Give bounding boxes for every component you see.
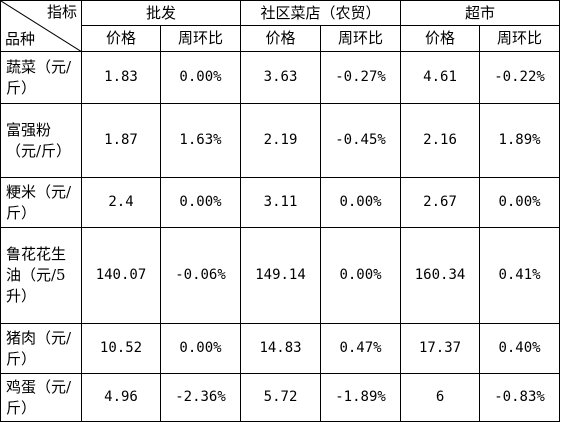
cell-value: 0.00%: [320, 227, 402, 324]
table-row: 富强粉（元/斤） 1.87 1.63% 2.19 -0.45% 2.16 1.8…: [0, 103, 561, 178]
group-header-wholesale: 批发: [80, 0, 242, 26]
cell-value: -2.36%: [159, 373, 242, 422]
row-label: 猪肉（元/斤）: [0, 323, 82, 374]
cell-value: -1.89%: [320, 373, 402, 422]
group-header-community: 社区菜店（农贸）: [240, 0, 402, 26]
row-label: 粳米（元/斤）: [0, 177, 82, 228]
cell-value: 4.61: [400, 51, 481, 104]
cell-value: -0.22%: [479, 51, 561, 104]
cell-value: 1.63%: [159, 103, 242, 178]
cell-value: 4.96: [81, 373, 161, 422]
cell-value: 0.41%: [479, 227, 561, 324]
cell-value: 2.67: [400, 177, 481, 228]
cell-value: 5.72: [240, 373, 322, 422]
cell-value: -0.45%: [320, 103, 402, 178]
subheader-wow: 周环比: [479, 25, 561, 52]
cell-value: 1.83: [81, 51, 161, 104]
group-header-supermarket: 超市: [400, 0, 561, 26]
subheader-wow: 周环比: [159, 25, 242, 52]
cell-value: 2.19: [240, 103, 322, 178]
table-row: 猪肉（元/斤） 10.52 0.00% 14.83 0.47% 17.37 0.…: [0, 323, 561, 374]
row-label: 鲁花花生油（元/5升）: [0, 227, 82, 324]
row-label: 富强粉（元/斤）: [0, 103, 82, 178]
cell-value: 6: [400, 373, 481, 422]
cell-value: 0.00%: [159, 177, 242, 228]
cell-value: 160.34: [400, 227, 481, 324]
cell-value: 10.52: [81, 323, 161, 374]
subheader-price: 价格: [81, 25, 161, 52]
cell-value: 2.16: [400, 103, 481, 178]
table-row: 粳米（元/斤） 2.4 0.00% 3.11 0.00% 2.67 0.00%: [0, 177, 561, 228]
cell-value: 0.00%: [159, 51, 242, 104]
cell-value: 1.87: [81, 103, 161, 178]
cell-value: 140.07: [81, 227, 161, 324]
table-row: 蔬菜（元/斤） 1.83 0.00% 3.63 -0.27% 4.61 -0.2…: [0, 51, 561, 104]
cell-value: 149.14: [240, 227, 322, 324]
diagonal-divider: [1, 1, 81, 51]
cell-value: -0.83%: [479, 373, 561, 422]
cell-value: 14.83: [240, 323, 322, 374]
cell-value: -0.06%: [159, 227, 242, 324]
subheader-wow: 周环比: [320, 25, 402, 52]
table-row: 鲁花花生油（元/5升） 140.07 -0.06% 149.14 0.00% 1…: [0, 227, 561, 324]
subheader-price: 价格: [400, 25, 481, 52]
cell-value: 0.40%: [479, 323, 561, 374]
row-label: 鸡蛋（元/斤）: [0, 373, 82, 422]
cell-value: 0.00%: [320, 177, 402, 228]
cell-value: 2.4: [81, 177, 161, 228]
cell-value: 0.00%: [479, 177, 561, 228]
cell-value: 0.00%: [159, 323, 242, 374]
row-label: 蔬菜（元/斤）: [0, 51, 82, 104]
cell-value: 0.47%: [320, 323, 402, 374]
corner-bottom-label: 品种: [5, 30, 36, 48]
cell-value: -0.27%: [320, 51, 402, 104]
cell-value: 3.11: [240, 177, 322, 228]
corner-header: 指标 品种: [0, 0, 82, 52]
subheader-price: 价格: [240, 25, 322, 52]
cell-value: 17.37: [400, 323, 481, 374]
cell-value: 1.89%: [479, 103, 561, 178]
table-row: 鸡蛋（元/斤） 4.96 -2.36% 5.72 -1.89% 6 -0.83%: [0, 373, 561, 422]
corner-top-label: 指标: [46, 3, 77, 21]
cell-value: 3.63: [240, 51, 322, 104]
